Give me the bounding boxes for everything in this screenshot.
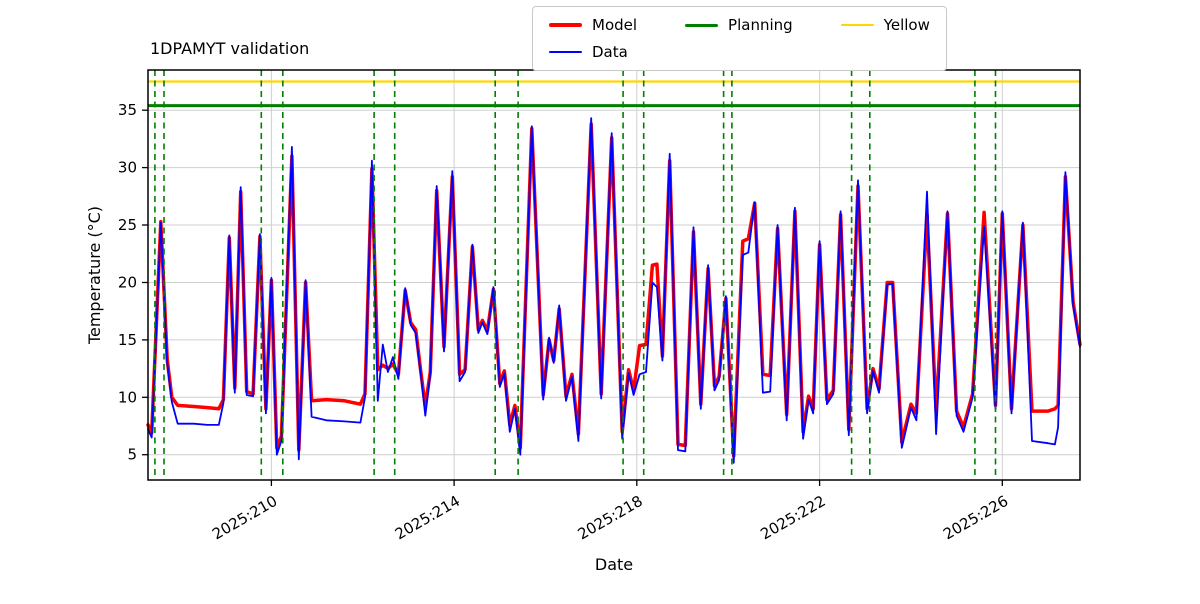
model-line (146, 122, 1082, 458)
legend: Model Data Planning Yellow (532, 6, 947, 71)
legend-item-planning: Planning (685, 16, 793, 34)
x-tick-label: 2025:226 (940, 492, 1011, 544)
legend-item-data: Data (549, 43, 637, 61)
x-tick-label: 2025:210 (209, 492, 280, 544)
y-tick-label: 25 (118, 216, 137, 234)
legend-item-yellow: Yellow (840, 16, 930, 34)
x-tick-label: 2025:218 (575, 492, 646, 544)
y-axis-label: Temperature (°C) (85, 206, 104, 345)
legend-line-model (549, 23, 582, 27)
x-tick-label: 2025:214 (392, 492, 463, 544)
y-tick-label: 35 (118, 101, 137, 119)
legend-label: Planning (728, 16, 793, 34)
legend-line-data (549, 51, 582, 53)
chart-title: 1DPAMYT validation (150, 39, 309, 58)
x-tick-label: 2025:222 (757, 492, 828, 544)
legend-line-planning (685, 23, 719, 27)
y-tick-label: 15 (118, 331, 137, 349)
legend-label: Yellow (883, 16, 930, 34)
legend-label: Data (592, 43, 628, 61)
y-tick-label: 5 (127, 446, 137, 464)
y-tick-label: 30 (118, 159, 137, 177)
x-axis-label: Date (595, 555, 633, 574)
legend-label: Model (592, 16, 638, 34)
data-line (147, 117, 1081, 464)
y-tick-label: 20 (118, 274, 137, 292)
legend-line-yellow (840, 24, 874, 26)
y-tick-label: 10 (118, 388, 137, 406)
legend-item-model: Model (549, 16, 637, 34)
